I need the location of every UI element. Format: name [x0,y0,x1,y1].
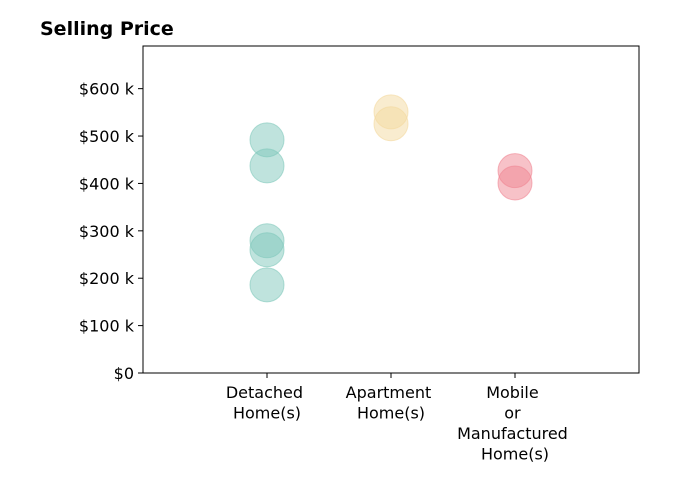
x-tick-label-line: or [504,404,525,423]
point [497,165,533,201]
x-tick-label: Mobile or Manufactured Home(s) [457,383,573,464]
y-tick-label: $100 k [79,317,135,336]
x-tick-label-line: Mobile [486,383,544,402]
y-tick-label: $0 [114,364,134,383]
x-tick-label-line: Apartment [346,383,437,402]
x-tick-label-line: Home(s) [357,404,425,423]
point [249,232,285,268]
y-tick-label: $200 k [79,269,135,288]
y-tick-label: $400 k [79,174,135,193]
y-tick-label: $600 k [79,80,135,99]
x-tick-label-line: Manufactured [457,424,573,443]
point [373,106,409,142]
chart-title: Selling Price [40,18,174,40]
y-tick-label: $300 k [79,222,135,241]
x-tick-label: Apartment Home(s) [346,383,437,423]
x-tick-label: Detached Home(s) [226,383,308,423]
point [249,148,285,184]
x-tick-label-line: Home(s) [481,445,549,464]
point [249,267,285,303]
y-tick-label: $500 k [79,127,135,146]
x-tick-label-line: Detached [226,383,308,402]
x-tick-label-line: Home(s) [233,404,301,423]
